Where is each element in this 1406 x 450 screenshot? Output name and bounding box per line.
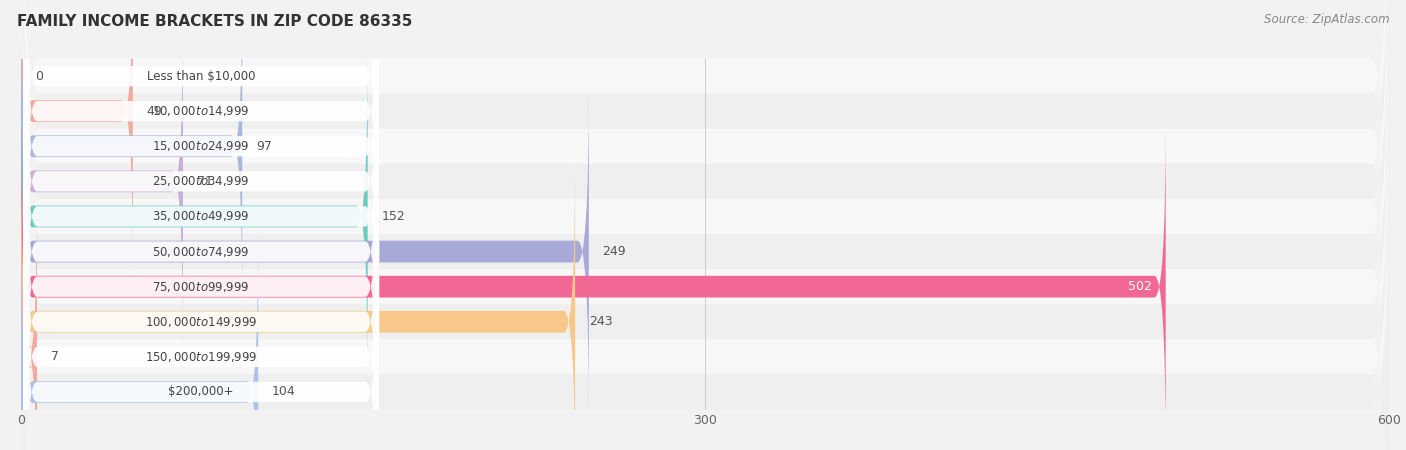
Text: 71: 71	[197, 175, 212, 188]
FancyBboxPatch shape	[21, 23, 1389, 450]
Text: 7: 7	[51, 351, 59, 363]
Text: 249: 249	[603, 245, 626, 258]
Text: $35,000 to $49,999: $35,000 to $49,999	[152, 209, 250, 224]
FancyBboxPatch shape	[21, 0, 132, 276]
FancyBboxPatch shape	[21, 58, 1389, 450]
Text: $10,000 to $14,999: $10,000 to $14,999	[152, 104, 250, 118]
FancyBboxPatch shape	[24, 51, 380, 450]
FancyBboxPatch shape	[21, 87, 589, 416]
Text: $200,000+: $200,000+	[169, 386, 233, 398]
FancyBboxPatch shape	[21, 0, 242, 311]
Text: $150,000 to $199,999: $150,000 to $199,999	[145, 350, 257, 364]
FancyBboxPatch shape	[21, 227, 259, 450]
Text: $15,000 to $24,999: $15,000 to $24,999	[152, 139, 250, 153]
FancyBboxPatch shape	[24, 0, 380, 382]
FancyBboxPatch shape	[21, 0, 1389, 450]
FancyBboxPatch shape	[21, 94, 1389, 450]
Text: Source: ZipAtlas.com: Source: ZipAtlas.com	[1264, 14, 1389, 27]
FancyBboxPatch shape	[21, 0, 1389, 339]
FancyBboxPatch shape	[21, 129, 1389, 450]
FancyBboxPatch shape	[24, 0, 380, 276]
Text: $100,000 to $149,999: $100,000 to $149,999	[145, 315, 257, 329]
FancyBboxPatch shape	[24, 192, 380, 450]
Text: 97: 97	[256, 140, 271, 153]
FancyBboxPatch shape	[21, 0, 1389, 374]
FancyBboxPatch shape	[21, 0, 1389, 445]
FancyBboxPatch shape	[24, 16, 380, 417]
Text: 502: 502	[1128, 280, 1152, 293]
FancyBboxPatch shape	[24, 86, 380, 450]
Text: 0: 0	[35, 70, 42, 82]
Text: FAMILY INCOME BRACKETS IN ZIP CODE 86335: FAMILY INCOME BRACKETS IN ZIP CODE 86335	[17, 14, 412, 28]
FancyBboxPatch shape	[24, 157, 380, 450]
Text: $25,000 to $34,999: $25,000 to $34,999	[152, 174, 250, 189]
FancyBboxPatch shape	[21, 17, 183, 346]
FancyBboxPatch shape	[21, 52, 367, 381]
FancyBboxPatch shape	[24, 122, 380, 450]
Text: 152: 152	[381, 210, 405, 223]
FancyBboxPatch shape	[21, 122, 1166, 450]
FancyBboxPatch shape	[21, 0, 1389, 410]
FancyBboxPatch shape	[24, 0, 380, 311]
Text: 49: 49	[146, 105, 162, 117]
Text: $50,000 to $74,999: $50,000 to $74,999	[152, 244, 250, 259]
FancyBboxPatch shape	[21, 157, 575, 450]
FancyBboxPatch shape	[21, 0, 1389, 450]
Text: 243: 243	[589, 315, 613, 328]
FancyBboxPatch shape	[21, 192, 37, 450]
FancyBboxPatch shape	[24, 0, 380, 346]
Text: 104: 104	[271, 386, 295, 398]
Text: Less than $10,000: Less than $10,000	[148, 70, 256, 82]
Text: $75,000 to $99,999: $75,000 to $99,999	[152, 279, 250, 294]
